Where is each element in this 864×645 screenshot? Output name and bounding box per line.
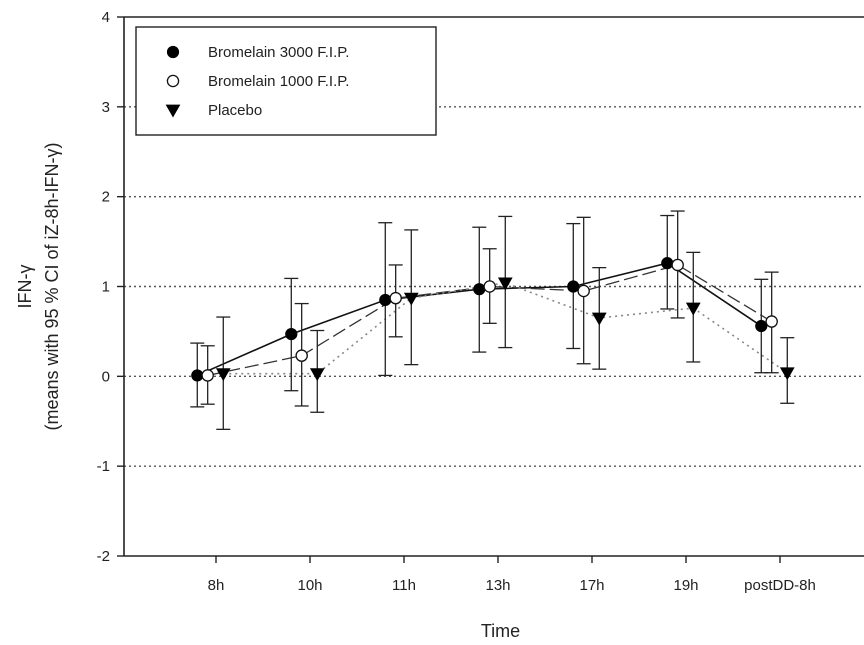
data-point [295, 349, 308, 362]
x-tick-label: 10h [297, 577, 322, 594]
legend-label: Placebo [208, 102, 262, 119]
data-point [191, 369, 204, 382]
data-point [567, 280, 580, 293]
legend-marker [165, 104, 181, 118]
legend-label: Bromelain 3000 F.I.P. [208, 44, 349, 61]
y-tick-label: 3 [102, 99, 110, 116]
legend-box [135, 26, 437, 136]
series-layer [190, 210, 795, 430]
y-axis-subtitle: (means with 95 % CI of iZ-8h-IFN-γ) [42, 142, 62, 430]
data-point [755, 319, 768, 333]
x-tick-label: postDD-8h [744, 577, 816, 594]
data-point [201, 369, 214, 382]
data-point [309, 368, 325, 382]
data-point [779, 367, 795, 381]
y-tick-label: 4 [102, 9, 110, 26]
x-tick-label: 11h [392, 577, 416, 594]
y-axis-title: IFN-γ [15, 265, 35, 309]
x-tick-label: 17h [579, 577, 604, 594]
y-tick-label: -2 [97, 548, 110, 565]
legend-marker [166, 45, 180, 59]
data-point [379, 293, 392, 307]
legend: Bromelain 3000 F.I.P. Bromelain 1000 F.I.… [135, 26, 437, 136]
y-tick-label: -1 [97, 458, 110, 475]
y-tick-label: 2 [102, 189, 110, 206]
data-point [389, 291, 402, 305]
data-point [671, 258, 684, 272]
data-point [473, 283, 486, 296]
x-tick-label: 8h [208, 577, 225, 594]
legend-label: Bromelain 1000 F.I.P. [208, 73, 349, 90]
y-tick-label: 1 [102, 279, 110, 296]
data-point [285, 328, 298, 341]
y-tick-label: 0 [102, 368, 110, 385]
data-point [215, 368, 231, 382]
axes: -2 -1 0 1 2 3 4 8h 10h 11h 13h 17h 19h postDD-8h [97, 9, 864, 594]
x-tick-label: 19h [673, 577, 698, 594]
data-point [497, 277, 513, 291]
data-point [685, 302, 701, 316]
data-point [591, 312, 607, 326]
data-point [483, 280, 496, 293]
data-point [661, 257, 674, 270]
data-point [577, 284, 590, 298]
x-axis-title: Time [481, 621, 520, 641]
data-point [765, 315, 778, 328]
legend-marker [166, 74, 180, 88]
x-tick-label: 13h [485, 577, 510, 594]
data-point [403, 292, 419, 306]
gridlines [124, 106, 864, 467]
